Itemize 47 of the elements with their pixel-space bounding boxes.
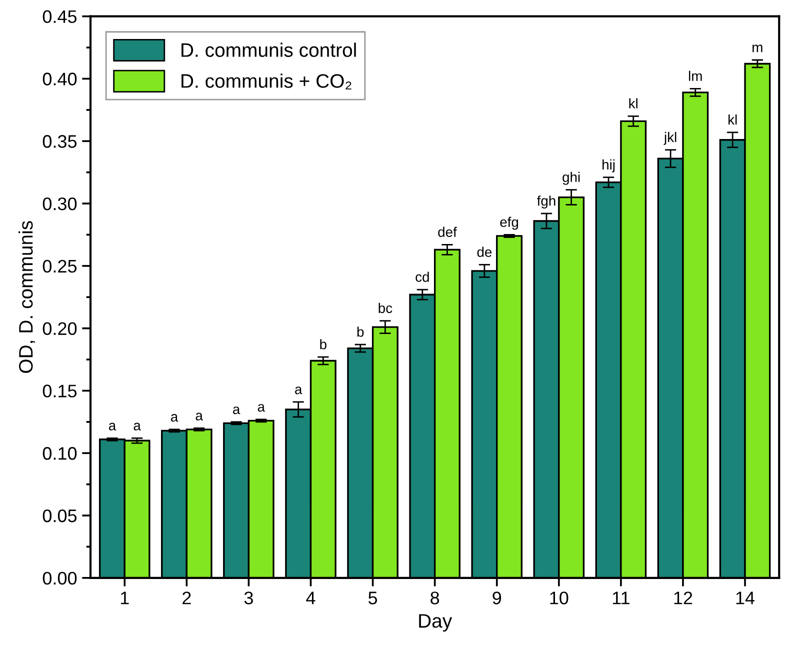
data-label: a	[196, 412, 203, 420]
data-label: lm	[688, 70, 702, 81]
data-label: m	[752, 44, 762, 52]
x-tick-label: 3	[244, 592, 253, 604]
y-tick-label: 0.10	[42, 447, 77, 460]
y-tick-label: 0.35	[42, 135, 77, 148]
x-tick-label: 2	[182, 592, 191, 604]
x-axis-title: Day	[419, 614, 452, 632]
data-label: def	[438, 226, 457, 237]
x-tick-label: 4	[306, 592, 316, 604]
data-label: a	[134, 422, 141, 430]
y-tick-label: 0.15	[42, 384, 77, 398]
data-label: b	[357, 326, 364, 337]
data-label: b	[320, 339, 326, 350]
x-tick-label: 14	[736, 592, 755, 604]
data-label: a	[108, 422, 116, 430]
data-label: hij	[602, 159, 615, 172]
x-tick-label: 8	[430, 592, 440, 604]
data-label: bc	[378, 302, 392, 314]
y-tick-label: 0.25	[42, 260, 77, 273]
x-tick-label: 1	[120, 592, 129, 604]
data-label: kl	[728, 114, 737, 125]
data-label: de	[477, 246, 492, 257]
data-label: fgh	[537, 196, 556, 209]
y-tick-label: 0.00	[42, 572, 77, 585]
data-label: a	[295, 386, 302, 394]
data-label: efg	[500, 216, 518, 230]
data-label: jkl	[664, 132, 676, 145]
y-tick-label: 0.05	[42, 509, 77, 522]
y-axis-title: OD, D. communis	[18, 221, 36, 373]
x-tick-label: 9	[492, 592, 502, 604]
legend-label: D. communis control	[182, 42, 356, 57]
x-tick-label: 5	[368, 592, 378, 604]
x-tick-label: 10	[550, 592, 568, 604]
data-label: a	[233, 406, 240, 414]
x-tick-label: 12	[674, 592, 692, 604]
legend-label: D. communis + CO₂	[182, 74, 352, 90]
data-label: kl	[629, 98, 638, 108]
y-tick-label: 0.40	[42, 72, 77, 86]
data-label: ghi	[562, 172, 580, 185]
data-label: cd	[416, 272, 429, 282]
data-label: a	[258, 404, 265, 412]
y-tick-label: 0.45	[42, 10, 77, 24]
x-tick-label: 11	[612, 592, 630, 604]
y-tick-label: 0.20	[42, 322, 77, 336]
data-label: a	[170, 414, 178, 422]
y-tick-label: 0.30	[42, 197, 77, 210]
